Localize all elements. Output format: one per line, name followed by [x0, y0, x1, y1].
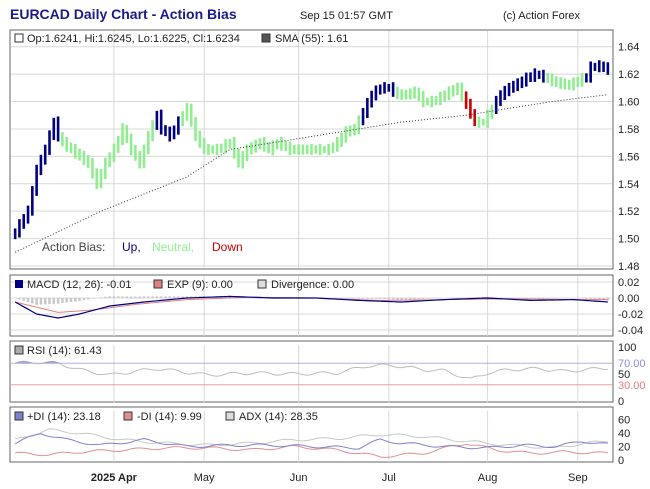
- sma-legend-swatch: [261, 33, 271, 43]
- divergence-legend: Divergence: 0.00: [271, 279, 354, 291]
- dmi-tick-label: 60: [618, 415, 630, 427]
- x-tick-label: Jun: [290, 472, 308, 484]
- chart-title: EURCAD Daily Chart - Action Bias: [10, 6, 237, 22]
- rsi-tick-label: 50: [618, 369, 630, 381]
- minus-di-line: [15, 444, 608, 458]
- dmi-tick-label: 0: [618, 455, 624, 467]
- sma-legend: SMA (55): 1.61: [275, 33, 348, 45]
- x-tick-label: Jul: [382, 472, 396, 484]
- adx-line: [15, 428, 608, 449]
- signal-legend: EXP (9): 0.00: [167, 279, 233, 291]
- signal-legend-swatch: [153, 279, 163, 289]
- price-tick-label: 1.58: [618, 124, 639, 136]
- ohlc-legend-swatch: [14, 33, 24, 43]
- price-tick-label: 1.60: [618, 97, 639, 109]
- chart-copyright: (c) Action Forex: [503, 10, 581, 22]
- macd-line: [14, 295, 608, 319]
- x-tick-label: May: [194, 472, 215, 484]
- bias-legend-label: Action Bias:: [42, 240, 105, 254]
- plus-di-legend: +DI (14): 23.18: [27, 411, 101, 423]
- sma-line: [14, 94, 608, 253]
- axis-labels: 2025 Apr May Jun Jul Aug Sep 1.48 1.50 1.52 1.54 1…: [91, 42, 646, 484]
- price-tick-label: 1.52: [618, 206, 639, 218]
- rsi-overbought-area: [15, 361, 63, 364]
- rsi-panel-frame: [9, 340, 614, 403]
- macd-legend: MACD (12, 26): -0.01: [27, 279, 132, 291]
- plus-di-line: [14, 433, 608, 450]
- dmi-tick-label: 20: [618, 442, 630, 454]
- macd-legend-swatch: [15, 280, 23, 288]
- macd-tick-label: 0.00: [618, 293, 639, 305]
- price-tick-label: 1.50: [618, 234, 639, 246]
- plot-layer: [13, 60, 610, 458]
- x-tick-label: 2025 Apr: [91, 472, 138, 484]
- rsi-legend: RSI (14): 61.43: [27, 345, 102, 357]
- macd-tick-label: 0.02: [618, 277, 639, 289]
- x-tick-label: Sep: [568, 472, 588, 484]
- price-tick-label: 1.64: [618, 42, 639, 54]
- minus-di-legend: -DI (14): 9.99: [137, 411, 202, 423]
- price-tick-label: 1.56: [618, 151, 639, 163]
- divergence-legend-swatch: [257, 279, 267, 289]
- dmi-tick-label: 40: [618, 428, 630, 440]
- adx-legend-swatch: [225, 411, 235, 421]
- chart-timestamp: Sep 15 01:57 GMT: [300, 10, 393, 22]
- minus-di-legend-swatch: [123, 411, 133, 421]
- macd-tick-label: -0.04: [618, 325, 643, 337]
- rsi-tick-label: 70.00: [618, 358, 646, 370]
- rsi-legend-swatch: [14, 345, 24, 355]
- adx-legend: ADX (14): 28.35: [239, 411, 318, 423]
- bias-legend-neutral: Neutral,: [152, 240, 194, 254]
- bias-legend-down: Down: [212, 240, 243, 254]
- rsi-tick-label: 100: [618, 342, 636, 354]
- dmi-panel-frame: [9, 406, 614, 463]
- bias-legend-up: Up,: [122, 240, 141, 254]
- plus-di-legend-swatch: [14, 411, 24, 421]
- x-tick-label: Aug: [478, 472, 498, 484]
- price-tick-label: 1.54: [618, 179, 639, 191]
- macd-tick-label: -0.02: [618, 309, 643, 321]
- rsi-line: [14, 360, 608, 379]
- rsi-tick-label: 0: [618, 396, 624, 408]
- price-tick-label: 1.48: [618, 261, 639, 273]
- rsi-tick-label: 30.00: [618, 380, 646, 392]
- price-tick-label: 1.62: [618, 69, 639, 81]
- ohlc-legend: Op:1.6241, Hi:1.6245, Lo:1.6225, Cl:1.62…: [27, 33, 240, 45]
